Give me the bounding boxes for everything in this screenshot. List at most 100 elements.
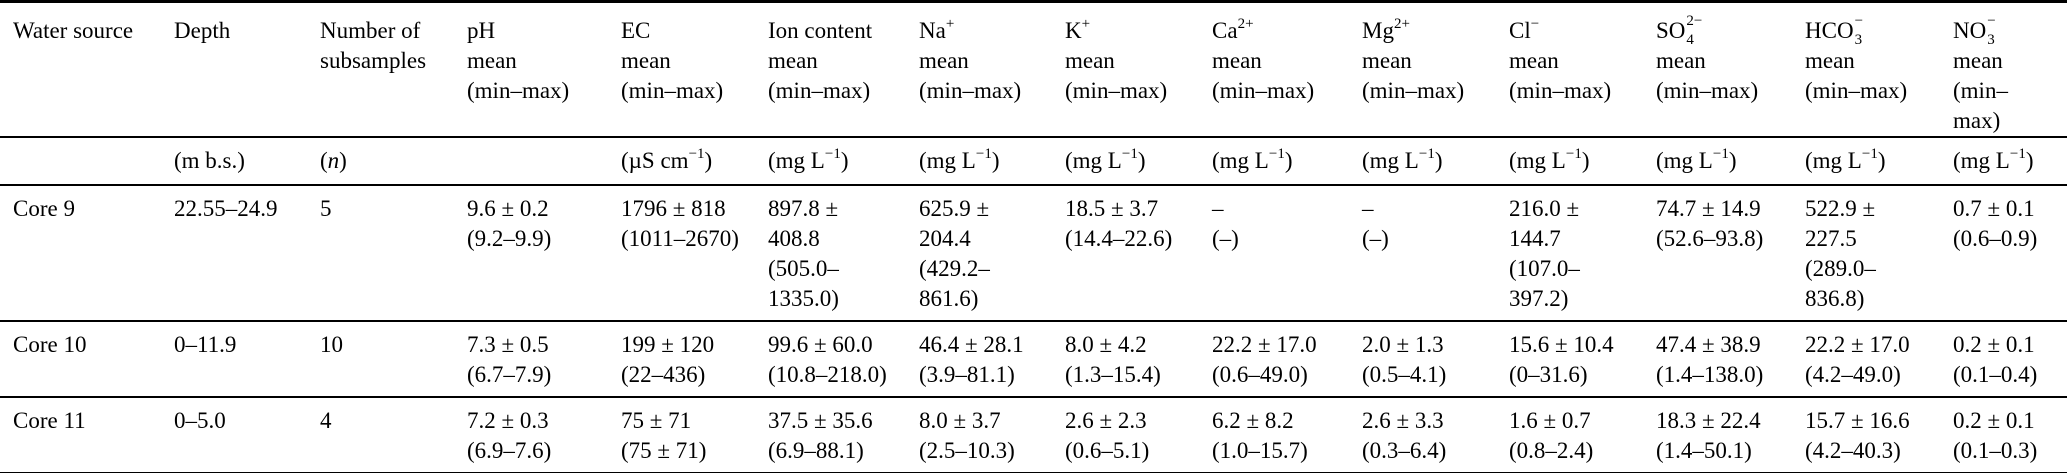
- cell-no3: 0.2 ± 0.1 (0.1–0.3): [1940, 397, 2067, 473]
- mean-value: 6.2 ± 8.2: [1212, 408, 1294, 433]
- unit-text: ): [840, 148, 849, 173]
- unit-mg: (mg L−1): [1349, 137, 1496, 186]
- mean-value: 522.9 ± 227.5: [1805, 196, 1876, 251]
- unit-exponent: −1: [1712, 146, 1729, 163]
- mean-value: 9.6 ± 0.2: [467, 196, 549, 221]
- range-value: (14.4–22.6): [1065, 226, 1173, 251]
- cell-source: Core 11: [0, 397, 161, 473]
- col-header-depth: Depth: [161, 1, 307, 138]
- range-value: (0.8–2.4): [1509, 438, 1594, 463]
- mean-value: 22.2 ± 17.0: [1805, 332, 1910, 357]
- range-value: (0.6–5.1): [1065, 438, 1150, 463]
- col-header-mg: Mg2+ mean (min–max): [1349, 1, 1496, 138]
- unit-text: (µS cm: [621, 148, 689, 173]
- subsamples-value: 5: [320, 196, 332, 221]
- symbol-charge: −: [1530, 16, 1540, 33]
- depth-value: 0–5.0: [174, 408, 226, 433]
- unit-so4: (mg L−1): [1643, 137, 1792, 186]
- cell-source: Core 10: [0, 321, 161, 398]
- mean-value: 2.0 ± 1.3: [1362, 332, 1444, 357]
- subsamples-value: 4: [320, 408, 332, 433]
- minmax-label: (min–max): [621, 78, 724, 103]
- mean-value: 75 ± 71: [621, 408, 692, 433]
- cell-so4: 74.7 ± 14.9 (52.6–93.8): [1643, 185, 1792, 322]
- range-value: (0.6–49.0): [1212, 362, 1308, 387]
- cell-so4: 18.3 ± 22.4 (1.4–50.1): [1643, 397, 1792, 473]
- unit-text: ): [1284, 148, 1293, 173]
- unit-text: (mg L: [919, 148, 976, 173]
- mean-value: 7.3 ± 0.5: [467, 332, 549, 357]
- unit-text: (mg L: [1509, 148, 1566, 173]
- mean-value: 22.2 ± 17.0: [1212, 332, 1317, 357]
- col-header-subsamples: Number of subsamples: [307, 1, 454, 138]
- unit-exponent: −1: [2009, 146, 2026, 163]
- mean-value: 47.4 ± 38.9: [1656, 332, 1761, 357]
- mean-label: mean: [768, 48, 818, 73]
- unit-text: (mg L: [1953, 148, 2010, 173]
- cell-ion-content: 897.8 ± 408.8 (505.0–1335.0): [755, 185, 906, 322]
- mean-value: 0.2 ± 0.1: [1953, 332, 2035, 357]
- col-header-so4: SO 2− 4 mean (min–max): [1643, 1, 1792, 138]
- symbol-charge: −: [1987, 13, 1996, 29]
- water-source-value: Core 10: [13, 332, 87, 357]
- symbol-base: pH: [467, 18, 496, 43]
- cell-ca: – (–): [1199, 185, 1349, 322]
- cell-hco3: 15.7 ± 16.6 (4.2–40.3): [1792, 397, 1940, 473]
- unit-text: ): [704, 148, 713, 173]
- unit-text: ): [1728, 148, 1737, 173]
- mean-value: 18.3 ± 22.4: [1656, 408, 1761, 433]
- range-value: (–): [1362, 226, 1389, 251]
- cell-depth: 22.55–24.9: [161, 185, 307, 322]
- unit-italic: n: [327, 148, 340, 173]
- mean-label: mean: [621, 48, 671, 73]
- cell-subsamples: 4: [307, 397, 454, 473]
- unit-ec: (µS cm−1): [608, 137, 755, 186]
- symbol-charge: −: [1854, 13, 1864, 29]
- unit-text: (: [320, 148, 328, 173]
- unit-exponent: −1: [1268, 146, 1285, 163]
- col-header-no3: NO −3 mean (min–max): [1940, 1, 2067, 138]
- minmax-label: (min–max): [1362, 78, 1465, 103]
- unit-na: (mg L−1): [906, 137, 1052, 186]
- symbol-base: HCO: [1805, 18, 1854, 43]
- minmax-label: (min–max): [768, 78, 871, 103]
- cell-subsamples: 10: [307, 321, 454, 398]
- range-value: (505.0–1335.0): [768, 256, 839, 311]
- range-value: (22–436): [621, 362, 706, 387]
- range-value: (9.2–9.9): [467, 226, 552, 251]
- mean-value: 46.4 ± 28.1: [919, 332, 1024, 357]
- unit-text: (mg L: [1362, 148, 1419, 173]
- symbol-base: Mg: [1362, 18, 1394, 43]
- symbol-base: Ion content: [768, 18, 873, 43]
- symbol-subscript: 3: [1854, 32, 1863, 48]
- symbol-charge: 2+: [1393, 16, 1410, 33]
- mean-value: 8.0 ± 4.2: [1065, 332, 1147, 357]
- cell-cl: 15.6 ± 10.4 (0–31.6): [1496, 321, 1643, 398]
- mean-value: 0.2 ± 0.1: [1953, 408, 2035, 433]
- ion-charge-stack: −3: [1854, 14, 1880, 48]
- symbol-base: NO: [1953, 18, 1987, 43]
- col-label: pH: [467, 16, 594, 46]
- unit-text: ): [991, 148, 1000, 173]
- mean-value: –: [1362, 196, 1374, 221]
- range-value: (0.6–0.9): [1953, 226, 2038, 251]
- mean-label: mean: [467, 48, 517, 73]
- symbol-base: K: [1065, 18, 1082, 43]
- unit-text: (m b.s.): [174, 148, 245, 173]
- col-label: EC: [621, 16, 741, 46]
- cell-ph: 7.2 ± 0.3 (6.9–7.6): [454, 397, 608, 473]
- unit-exponent: −1: [1418, 146, 1435, 163]
- col-header-cl: Cl− mean (min–max): [1496, 1, 1643, 138]
- range-value: (6.9–7.6): [467, 438, 552, 463]
- range-value: (1.0–15.7): [1212, 438, 1308, 463]
- subsamples-value: 10: [320, 332, 343, 357]
- minmax-label: (min–max): [467, 78, 570, 103]
- mean-label: mean: [1656, 48, 1706, 73]
- units-row: (m b.s.) (n) (µS cm−1) (mg L−1) (mg L−1)…: [0, 137, 2067, 186]
- range-value: (0.5–4.1): [1362, 362, 1447, 387]
- cell-mg: 2.6 ± 3.3 (0.3–6.4): [1349, 397, 1496, 473]
- unit-no3: (mg L−1): [1940, 137, 2067, 186]
- range-value: (–): [1212, 226, 1239, 251]
- minmax-label: (min–max): [1212, 78, 1315, 103]
